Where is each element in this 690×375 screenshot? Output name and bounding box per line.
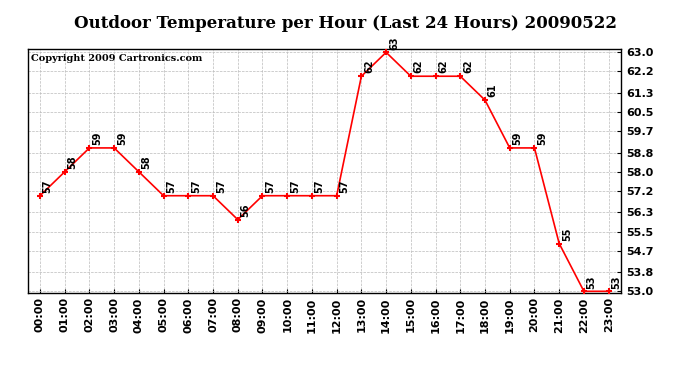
Text: 62: 62 xyxy=(438,60,449,74)
Text: 62: 62 xyxy=(364,60,374,74)
Text: 59: 59 xyxy=(92,132,102,145)
Text: 62: 62 xyxy=(413,60,424,74)
Text: 53: 53 xyxy=(611,275,622,288)
Text: 53: 53 xyxy=(586,275,597,288)
Text: 58: 58 xyxy=(68,155,77,169)
Text: Copyright 2009 Cartronics.com: Copyright 2009 Cartronics.com xyxy=(30,54,202,63)
Text: 57: 57 xyxy=(339,180,349,193)
Text: 57: 57 xyxy=(191,180,201,193)
Text: 57: 57 xyxy=(216,180,226,193)
Text: 61: 61 xyxy=(488,84,497,98)
Text: 63: 63 xyxy=(389,36,399,50)
Text: 58: 58 xyxy=(141,155,152,169)
Text: 62: 62 xyxy=(463,60,473,74)
Text: 57: 57 xyxy=(290,180,300,193)
Text: 57: 57 xyxy=(166,180,177,193)
Text: Outdoor Temperature per Hour (Last 24 Hours) 20090522: Outdoor Temperature per Hour (Last 24 Ho… xyxy=(74,15,616,32)
Text: 55: 55 xyxy=(562,227,572,241)
Text: 57: 57 xyxy=(43,180,52,193)
Text: 57: 57 xyxy=(315,180,325,193)
Text: 59: 59 xyxy=(513,132,522,145)
Text: 59: 59 xyxy=(538,132,547,145)
Text: 56: 56 xyxy=(241,203,250,217)
Text: 59: 59 xyxy=(117,132,127,145)
Text: 57: 57 xyxy=(265,180,275,193)
